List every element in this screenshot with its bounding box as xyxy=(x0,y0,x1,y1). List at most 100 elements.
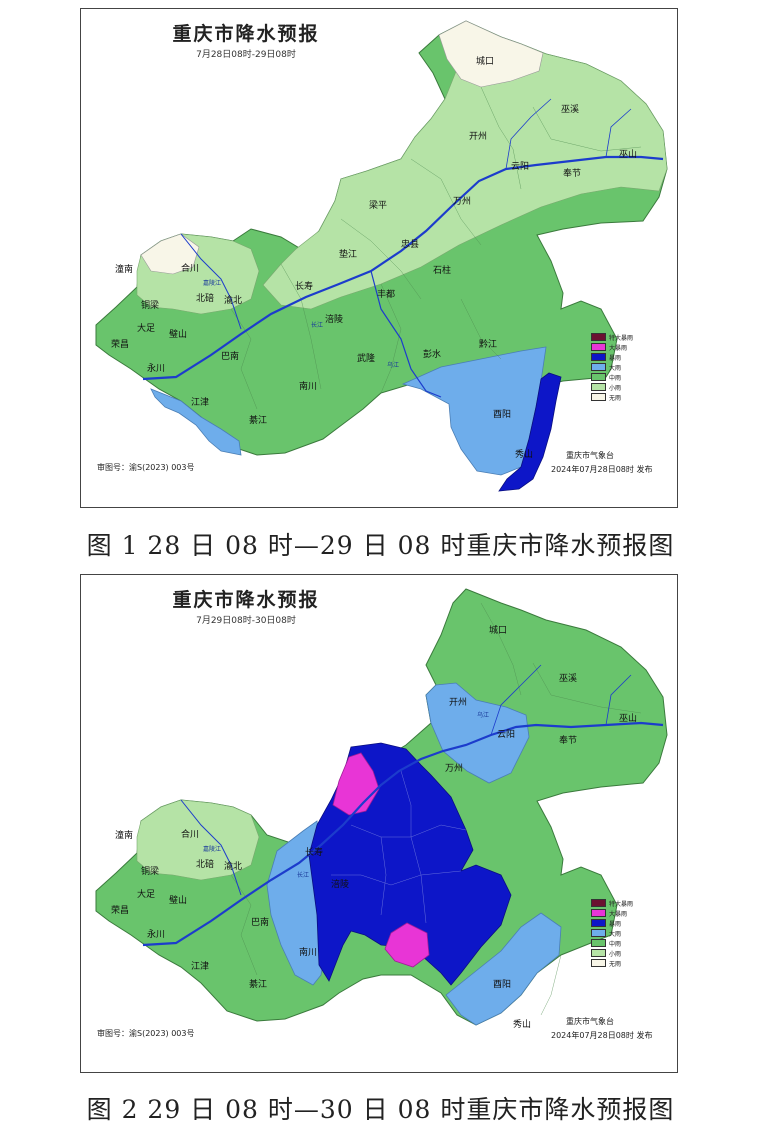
legend-item-light-rain: 小雨 xyxy=(591,948,633,958)
legend-item-no-rain: 无雨 xyxy=(591,958,633,968)
legend-item-extreme-rainstorm: 特大暴雨 xyxy=(591,332,633,342)
map-subtitle: 7月28日08时-29日08时 xyxy=(196,50,296,60)
region-no-rain-tongnan xyxy=(140,233,200,275)
label-liangping: 梁平 xyxy=(369,199,387,211)
label-zhongxian: 忠县 xyxy=(401,239,419,250)
map-issue-time: 2024年07月28日08时 发布 xyxy=(551,1031,653,1040)
label-wushan: 巫山 xyxy=(619,713,637,724)
label-wanzhou: 万州 xyxy=(453,196,471,207)
label-hechuan: 合川 xyxy=(181,262,199,274)
region-heavy-rain-jiangjin xyxy=(150,388,242,456)
county-borders-green xyxy=(230,602,642,1016)
label-tongnan: 潼南 xyxy=(115,263,133,275)
tributary-north xyxy=(490,664,632,736)
label-yunyang: 云阳 xyxy=(497,729,515,740)
label-hechuan: 合川 xyxy=(181,828,199,840)
label-kaizhou: 开州 xyxy=(449,697,467,708)
label-dianjiang: 垫江 xyxy=(339,248,357,260)
region-heavy-rain-youyang xyxy=(445,912,562,1026)
label-rongchang: 荣昌 xyxy=(111,338,129,350)
river-labels: 长江 嘉陵江 乌江 xyxy=(203,279,399,369)
map-subtitle: 7月29日08时-30日08时 xyxy=(196,616,296,626)
label-qijiang: 綦江 xyxy=(249,414,267,426)
label-qijiang: 綦江 xyxy=(249,978,267,990)
label-beibei: 北碚 xyxy=(196,858,214,870)
label-tongnan: 潼南 xyxy=(115,829,133,841)
label-fuling: 涪陵 xyxy=(331,878,349,890)
label-jiangjin: 江津 xyxy=(191,397,209,408)
label-wanzhou: 万州 xyxy=(445,763,463,774)
map-title: 重庆市降水预报 xyxy=(172,589,320,611)
label-changshou: 长寿 xyxy=(295,280,313,292)
place-labels: 城口 巫溪 开州 巫山 云阳 奉节 万州 长寿 涪陵 潼南 合川 铜梁 北碚 渝… xyxy=(111,625,637,1030)
region-rainstorm-youyang xyxy=(498,372,562,492)
legend-item-light-rain: 小雨 xyxy=(591,382,633,392)
label-fengjie: 奉节 xyxy=(559,734,577,746)
map-issuer: 重庆市气象台 xyxy=(566,451,614,460)
label-wujiang: 乌江 xyxy=(477,711,489,719)
label-chengkou: 城口 xyxy=(489,625,507,636)
figure-caption-2: 图 2 29 日 08 时—30 日 08 时重庆市降水预报图 xyxy=(86,1095,675,1124)
legend-item-moderate-rain: 中雨 xyxy=(591,938,633,948)
map-title: 重庆市降水预报 xyxy=(172,23,320,45)
label-xiushan: 秀山 xyxy=(513,1018,531,1030)
map-issue-time: 2024年07月28日08时 发布 xyxy=(551,465,653,474)
label-qianjiang: 黔江 xyxy=(479,338,497,350)
forecast-map-panel-1: 城口 巫溪 开州 巫山 云阳 奉节 万州 梁平 忠县 垫江 石柱 长寿 丰都 涪… xyxy=(80,8,678,508)
legend-item-rainstorm: 暴雨 xyxy=(591,918,633,928)
label-dazu: 大足 xyxy=(137,322,155,334)
label-yongchuan: 永川 xyxy=(147,362,165,374)
label-shizhu: 石柱 xyxy=(433,264,451,276)
yangtze-river xyxy=(142,721,664,947)
legend-item-extreme-rainstorm: 特大暴雨 xyxy=(591,898,633,908)
tributary-north xyxy=(505,98,632,170)
county-borders xyxy=(331,770,467,924)
label-changjiang: 长江 xyxy=(297,871,309,879)
label-bishan: 璧山 xyxy=(169,328,187,340)
river-labels: 长江 嘉陵江 乌江 xyxy=(203,711,489,879)
label-tongliang: 铜梁 xyxy=(141,865,159,877)
chongqing-map-2: 城口 巫溪 开州 巫山 云阳 奉节 万州 长寿 涪陵 潼南 合川 铜梁 北碚 渝… xyxy=(95,588,668,1030)
legend-item-heavy-rain: 大雨 xyxy=(591,362,633,372)
label-nanchuan: 南川 xyxy=(299,946,317,958)
label-changshou: 长寿 xyxy=(305,846,323,858)
county-borders xyxy=(230,86,642,410)
legend-item-heavy-rainstorm: 大暴雨 xyxy=(591,908,633,918)
region-no-rain-chengkou xyxy=(438,20,544,88)
jialing-river xyxy=(180,233,242,330)
label-pengshui: 彭水 xyxy=(423,348,441,360)
label-banan: 巴南 xyxy=(251,916,269,928)
label-yunyang: 云阳 xyxy=(511,161,529,172)
label-tongliang: 铜梁 xyxy=(141,299,159,311)
label-bishan: 璧山 xyxy=(169,894,187,906)
label-nanchuan: 南川 xyxy=(299,380,317,392)
figure-caption-1: 图 1 28 日 08 时—29 日 08 时重庆市降水预报图 xyxy=(86,531,675,560)
map-legend: 特大暴雨 大暴雨 暴雨 大雨 中雨 小雨 无雨 xyxy=(591,332,633,402)
label-wushan: 巫山 xyxy=(619,149,637,160)
label-fuling: 涪陵 xyxy=(325,313,343,325)
label-wujiang: 乌江 xyxy=(387,361,399,369)
legend-item-heavy-rain: 大雨 xyxy=(591,928,633,938)
label-xiushan: 秀山 xyxy=(515,448,533,460)
label-jialing: 嘉陵江 xyxy=(203,279,221,287)
legend-item-rainstorm: 暴雨 xyxy=(591,352,633,362)
place-labels: 城口 巫溪 开州 巫山 云阳 奉节 万州 梁平 忠县 垫江 石柱 长寿 丰都 涪… xyxy=(111,56,637,460)
label-kaizhou: 开州 xyxy=(469,131,487,142)
label-changjiang: 长江 xyxy=(311,321,323,329)
map-issuer: 重庆市气象台 xyxy=(566,1017,614,1026)
label-yongchuan: 永川 xyxy=(147,928,165,940)
label-jiangjin: 江津 xyxy=(191,961,209,972)
label-wulong: 武隆 xyxy=(357,352,375,364)
label-wuxi: 巫溪 xyxy=(561,103,579,115)
label-fengdu: 丰都 xyxy=(377,288,395,300)
region-heavy-rainstorm-fengdu xyxy=(384,922,430,968)
label-beibei: 北碚 xyxy=(196,292,214,304)
map-legend: 特大暴雨 大暴雨 暴雨 大雨 中雨 小雨 无雨 xyxy=(591,898,633,968)
wu-river xyxy=(370,270,442,398)
label-jialing: 嘉陵江 xyxy=(203,845,221,853)
label-banan: 巴南 xyxy=(221,350,239,362)
label-yubei: 渝北 xyxy=(224,294,242,306)
chongqing-map-1: 城口 巫溪 开州 巫山 云阳 奉节 万州 梁平 忠县 垫江 石柱 长寿 丰都 涪… xyxy=(95,20,668,492)
forecast-map-panel-2: 城口 巫溪 开州 巫山 云阳 奉节 万州 长寿 涪陵 潼南 合川 铜梁 北碚 渝… xyxy=(80,574,678,1073)
label-wuxi: 巫溪 xyxy=(559,672,577,684)
